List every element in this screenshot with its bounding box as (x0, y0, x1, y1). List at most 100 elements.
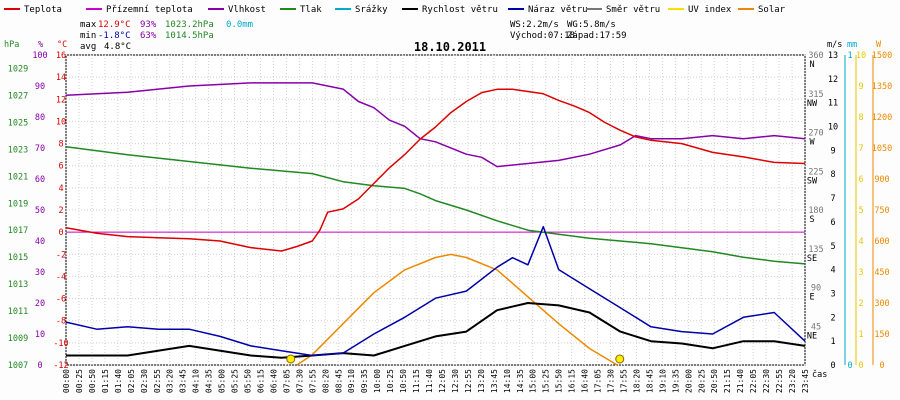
legend-label-9: Solar (758, 5, 786, 15)
legend-label-4: Srážky (355, 5, 388, 15)
axis-tick-pct: 90 (35, 82, 45, 92)
axis-tick-pct: 80 (35, 113, 45, 123)
x-tick-label: 14:35 (516, 369, 525, 393)
x-tick-label: 20:00 (684, 369, 693, 393)
axis-tick-hPa: 1011 (8, 307, 28, 317)
x-tick-label: 23:45 (801, 369, 810, 393)
axis-tick-ms: 9 (830, 146, 835, 156)
x-tick-label: 12:30 (451, 369, 460, 393)
x-tick-label: 15:00 (529, 369, 538, 393)
sunset-marker (615, 354, 625, 364)
x-tick-label: 15:25 (542, 369, 551, 393)
axis-tick-uv: 2 (858, 299, 863, 309)
legend-label-6: Náraz větru (528, 5, 588, 15)
axis-tick-pct: 60 (35, 175, 45, 185)
axis-tick-uv: 4 (858, 237, 863, 247)
stat-max-rain: 0.0mm (226, 20, 253, 30)
axis-tick-w: 600 (874, 237, 889, 247)
axis-tick-w: 450 (874, 268, 889, 278)
axis-tick-pct: 10 (35, 330, 45, 340)
series-tlak (65, 145, 806, 265)
axis-tick-dir: 45 (811, 322, 821, 332)
sunset: Západ:17:59 (567, 31, 627, 41)
axis-tick-hPa: 1013 (8, 280, 28, 290)
legend-label-7: Směr větru (606, 5, 660, 15)
x-tick-label: 23:20 (788, 369, 797, 393)
axis-tick-dir: 135 (808, 245, 823, 255)
axis-tick-ms: 11 (828, 99, 838, 109)
axis-tick-dir-label: SW (807, 176, 818, 186)
sunrise: Východ:07:18 (510, 31, 575, 41)
axis-tick-ms: 8 (830, 170, 835, 180)
axis-tick-ms: 10 (828, 123, 838, 133)
legend-label-5: Rychlost větru (422, 5, 498, 15)
axis-tick-dir: 270 (808, 129, 823, 139)
x-tick-label: 17:05 (594, 369, 603, 393)
stat-min-label: min (80, 31, 96, 41)
axis-tick-ms: 6 (830, 218, 835, 228)
axis-unit-pct: % (38, 40, 43, 50)
wind-stats: WS:2.2m/s WG:5.8m/s Východ:07:18 Západ:1… (510, 20, 627, 41)
wind-wg: WG:5.8m/s (567, 20, 616, 30)
x-axis-label: čas (812, 369, 827, 380)
x-tick-label: 20:50 (710, 369, 719, 393)
stat-max-temp: 12.9°C (98, 20, 131, 30)
x-tick-label: 21:40 (736, 369, 745, 393)
x-tick-label: 05:00 (218, 369, 227, 393)
axis-tick-degC: 14 (56, 73, 66, 83)
axis-tick-degC: 10 (56, 117, 66, 127)
axis-tick-hPa: 1015 (8, 253, 28, 263)
x-tick-label: 13:20 (477, 369, 486, 393)
stat-max-press: 1023.2hPa (165, 20, 214, 30)
axis-tick-hPa: 1025 (8, 118, 28, 128)
axis-tick-dir-label: W (809, 138, 815, 148)
x-tick-label: 16:40 (581, 369, 590, 393)
axis-tick-dir-label: NW (807, 99, 818, 109)
axis-tick-pct: 20 (35, 299, 45, 309)
x-tick-label: 03:45 (179, 369, 188, 393)
legend-label-2: Vlhkost (228, 5, 266, 15)
x-tick-label: 22:30 (762, 369, 771, 393)
x-tick-label: 05:50 (244, 369, 253, 393)
x-tick-label: 06:15 (256, 369, 265, 393)
chart-title: 18.10.2011 (414, 40, 486, 54)
x-tick-label: 08:45 (334, 369, 343, 393)
x-tick-label: 10:50 (399, 369, 408, 393)
x-tick-label: 11:40 (425, 369, 434, 393)
legend: Teplota Přízemní teplota Vlhkost Tlak Sr… (4, 5, 786, 15)
axis-tick-degC: 4 (58, 184, 63, 194)
plot-area: 1029102710251023102110191017101510131011… (8, 51, 892, 393)
x-tick-label: 10:00 (373, 369, 382, 393)
axis-tick-degC: 16 (56, 51, 66, 61)
axis-tick-pct: 50 (35, 206, 45, 216)
axis-tick-dir: 360 (808, 51, 823, 61)
axis-tick-degC: -8 (56, 317, 66, 327)
axis-tick-uv: 7 (858, 144, 863, 154)
axis-tick-degC: -10 (53, 339, 68, 349)
x-tick-label: 21:15 (723, 369, 732, 393)
axis-tick-uv: 3 (858, 268, 863, 278)
stats-block: max 12.9°C 93% 1023.2hPa 0.0mm min -1.8°… (80, 20, 253, 52)
x-tick-label: 19:35 (671, 369, 680, 393)
axis-tick-uv: 8 (858, 113, 863, 123)
axis-tick-uv: 0 (858, 361, 863, 371)
axis-tick-hPa: 1007 (8, 361, 28, 371)
axis-tick-w: 1050 (872, 144, 892, 154)
series-naraz-vetru (65, 225, 806, 357)
stat-max-hum: 93% (140, 20, 157, 30)
axis-tick-w: 0 (879, 361, 884, 371)
axis-tick-dir: 180 (808, 206, 823, 216)
axis-tick-pct: 30 (35, 268, 45, 278)
x-tick-label: 10:25 (386, 369, 395, 393)
x-tick-label: 07:05 (282, 369, 291, 393)
x-tick-label: 17:30 (607, 369, 616, 393)
x-tick-label: 04:10 (192, 369, 201, 393)
axis-tick-w: 750 (874, 206, 889, 216)
legend-label-3: Tlak (300, 5, 322, 15)
axis-unit-mm: mm (847, 40, 857, 50)
sunrise-marker (286, 354, 296, 364)
axis-tick-w: 1350 (872, 82, 892, 92)
axis-tick-hPa: 1021 (8, 172, 28, 182)
axis-tick-uv: 5 (858, 206, 863, 216)
